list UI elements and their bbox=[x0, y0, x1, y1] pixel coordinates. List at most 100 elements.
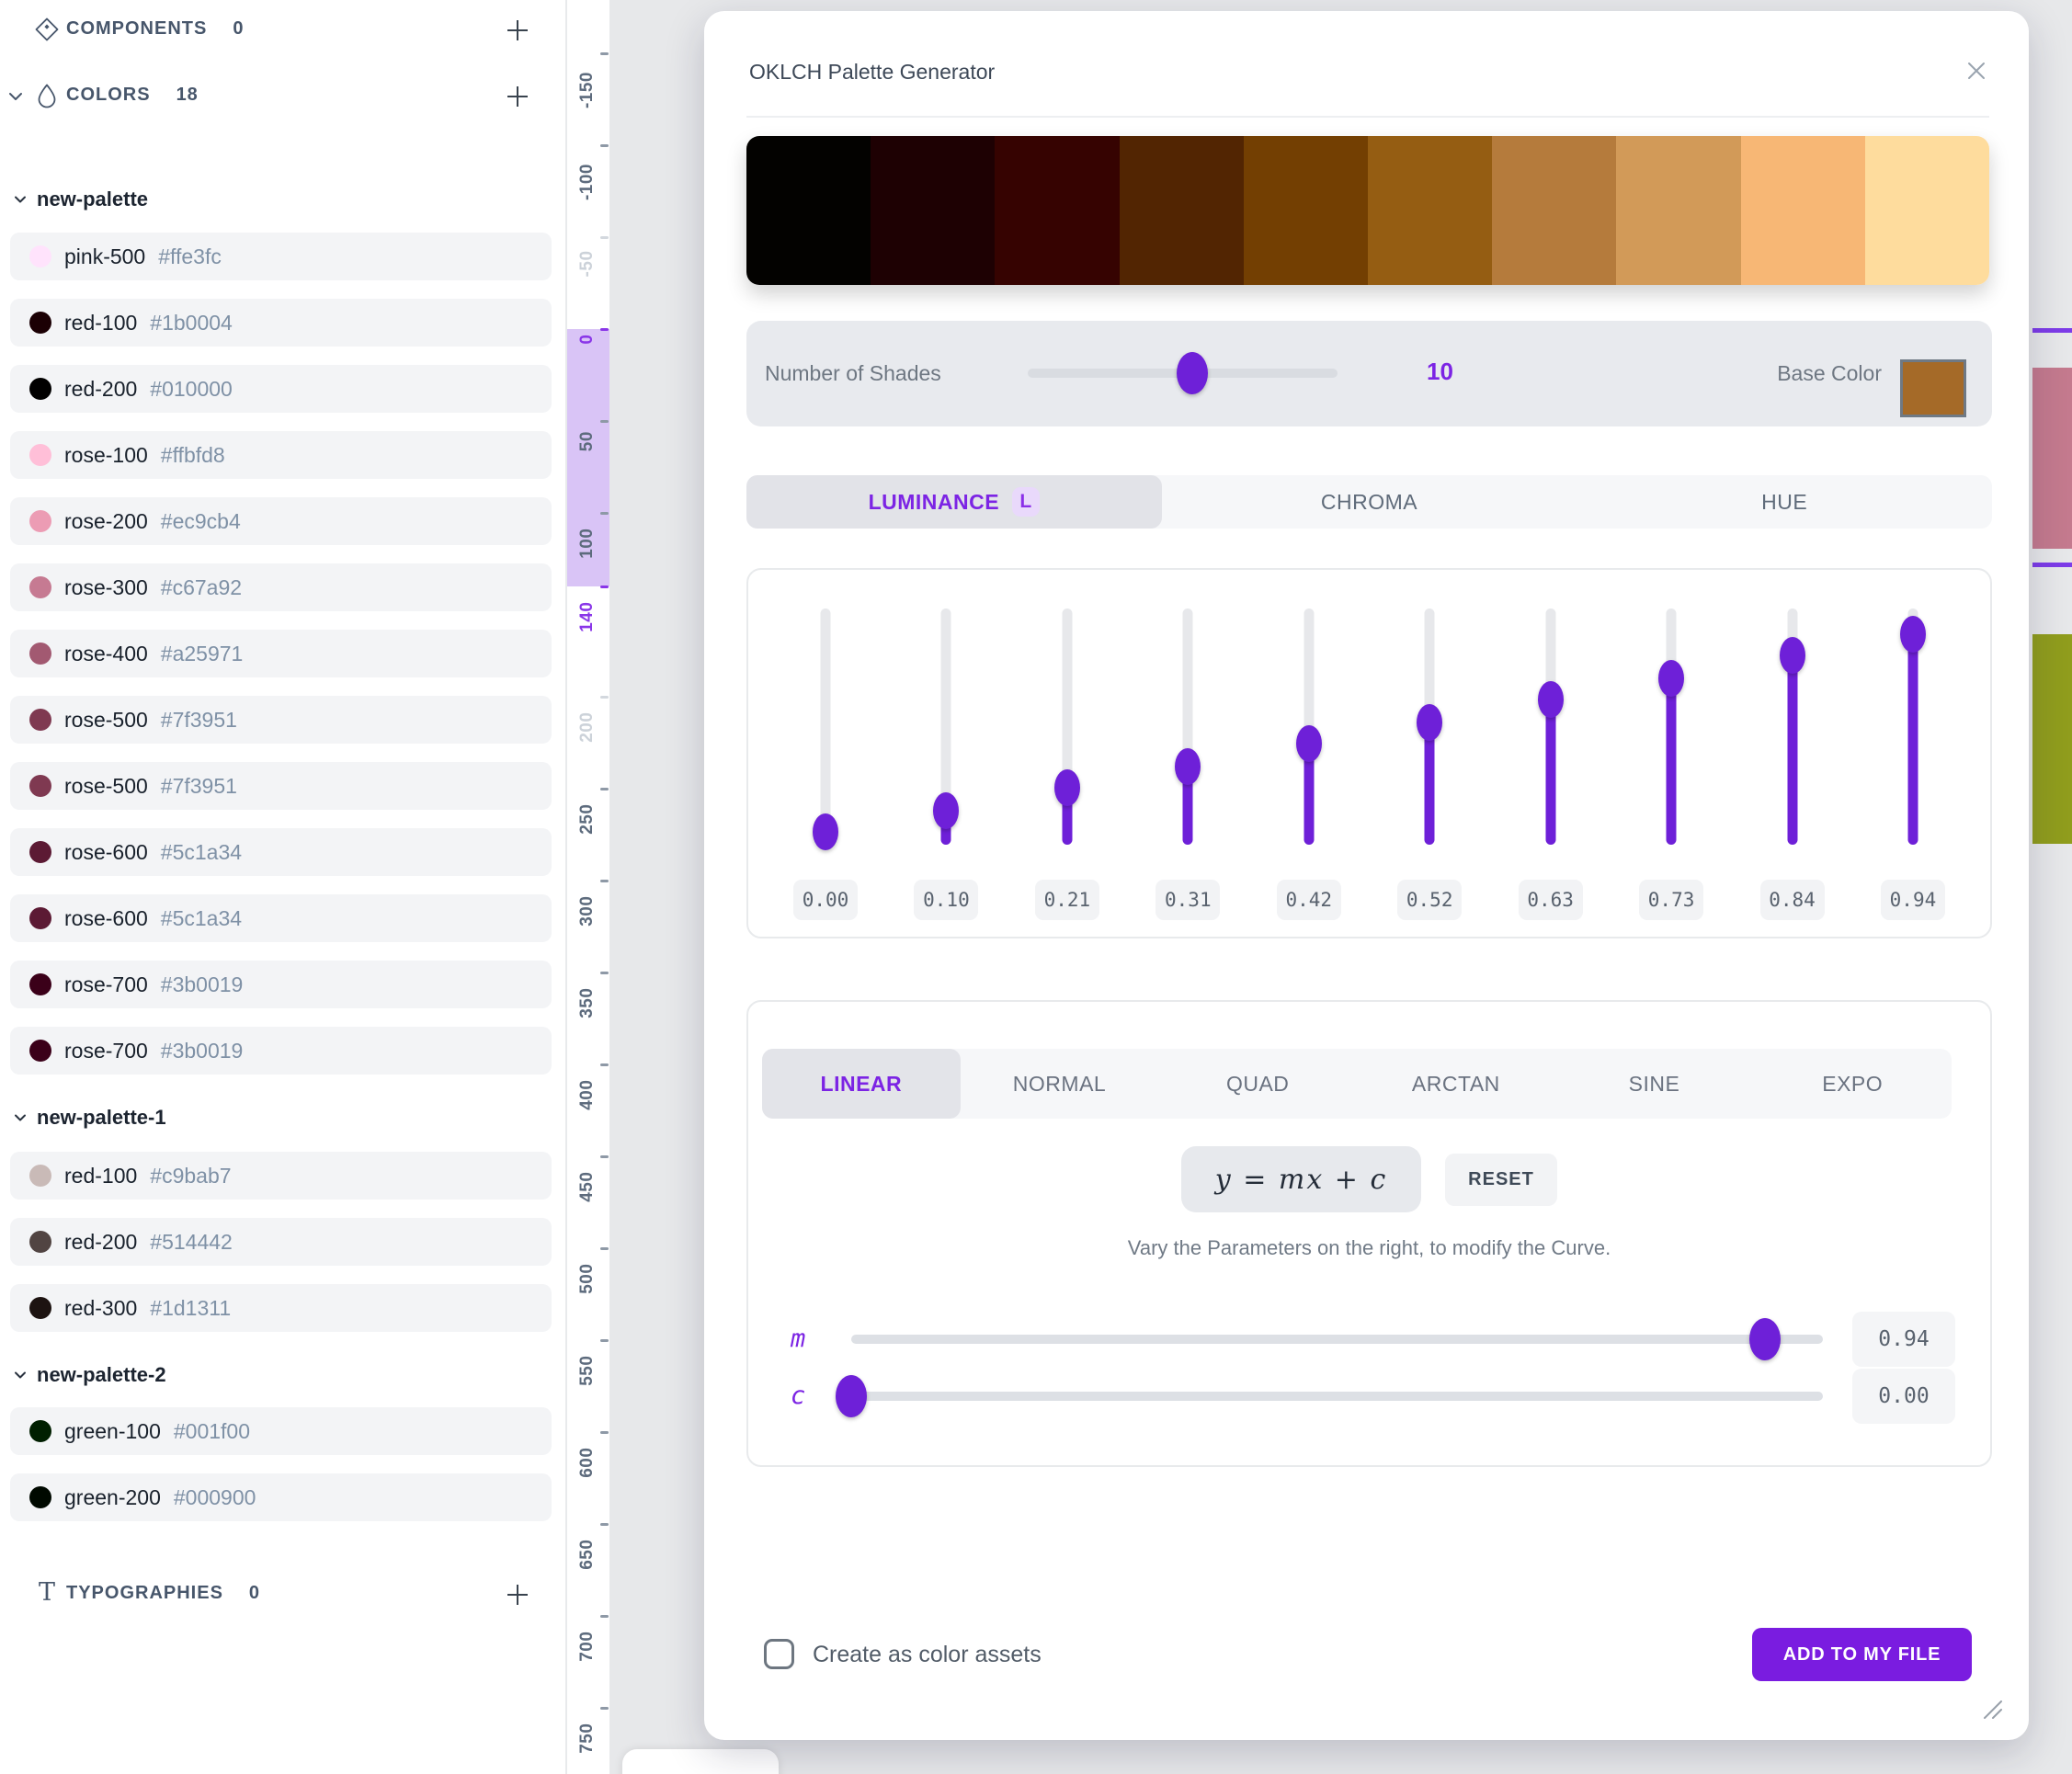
color-asset-row[interactable]: rose-200 #ec9cb4 bbox=[10, 497, 552, 545]
color-asset-row[interactable]: red-200 #010000 bbox=[10, 365, 552, 413]
canvas-shape-rose-rect[interactable] bbox=[2032, 368, 2072, 549]
canvas-bottom-tab[interactable] bbox=[622, 1749, 779, 1774]
color-name: rose-300 bbox=[64, 574, 148, 599]
channel-tab-chroma[interactable]: CHROMA bbox=[1162, 475, 1577, 529]
components-section-header[interactable]: COMPONENTS 0 bbox=[0, 9, 565, 50]
shade-slider-track[interactable] bbox=[1182, 608, 1193, 845]
palette-swatch[interactable] bbox=[1368, 136, 1493, 285]
curve-tab-quad[interactable]: QUAD bbox=[1225, 1071, 1290, 1096]
shade-slider-track[interactable] bbox=[940, 608, 951, 845]
param-slider-thumb[interactable] bbox=[836, 1375, 867, 1417]
color-asset-row[interactable]: red-300 #1d1311 bbox=[10, 1284, 552, 1332]
color-asset-row[interactable]: rose-600 #5c1a34 bbox=[10, 828, 552, 876]
canvas-shape-olive-rect[interactable] bbox=[2032, 634, 2072, 844]
shade-slider-thumb[interactable] bbox=[1779, 636, 1805, 674]
close-button[interactable] bbox=[1963, 57, 1990, 85]
shade-slider-thumb[interactable] bbox=[1053, 768, 1080, 806]
ruler-label: 140 bbox=[577, 601, 597, 632]
color-asset-row[interactable]: rose-100 #ffbfd8 bbox=[10, 431, 552, 479]
palette-swatch[interactable] bbox=[1243, 136, 1369, 285]
shade-slider-thumb[interactable] bbox=[1658, 660, 1685, 698]
shade-slider-thumb[interactable] bbox=[1537, 680, 1564, 718]
color-asset-row[interactable]: rose-700 #3b0019 bbox=[10, 1027, 552, 1075]
shade-slider-fill bbox=[1787, 654, 1798, 845]
shade-slider-column: 0.84 bbox=[1756, 570, 1829, 937]
color-asset-row[interactable]: pink-500 #ffe3fc bbox=[10, 233, 552, 280]
shades-slider-thumb[interactable] bbox=[1176, 352, 1208, 394]
color-asset-row[interactable]: red-100 #c9bab7 bbox=[10, 1152, 552, 1200]
ruler-label: 300 bbox=[577, 895, 597, 927]
color-hex: #ec9cb4 bbox=[160, 508, 241, 533]
typographies-section-header[interactable]: T TYPOGRAPHIES 0 bbox=[0, 1574, 565, 1614]
palette-swatch[interactable] bbox=[1492, 136, 1617, 285]
group-chevron-icon bbox=[15, 1371, 26, 1379]
curve-tab-expo[interactable]: EXPO bbox=[1822, 1071, 1884, 1096]
base-color-swatch[interactable] bbox=[1900, 359, 1966, 417]
curve-tab-sine[interactable]: SINE bbox=[1628, 1071, 1680, 1096]
add-typography-button[interactable] bbox=[503, 1580, 532, 1609]
vertical-ruler[interactable]: -150 -100 -50 0 50 100 140 200 250 300 350 400 450 50… bbox=[567, 0, 609, 1774]
color-asset-row[interactable]: rose-600 #5c1a34 bbox=[10, 894, 552, 942]
curve-tab-normal[interactable]: NORMAL bbox=[1012, 1071, 1107, 1096]
color-swatch bbox=[29, 245, 51, 267]
color-asset-row[interactable]: red-200 #514442 bbox=[10, 1218, 552, 1266]
channel-tab-luminance[interactable]: LUMINANCE L bbox=[746, 475, 1162, 529]
color-group-header[interactable]: new-palette bbox=[13, 185, 148, 214]
color-swatch bbox=[29, 1040, 51, 1062]
curve-tab-linear[interactable]: LINEAR bbox=[762, 1049, 961, 1119]
ruler-label: 450 bbox=[577, 1171, 597, 1202]
ruler-tick bbox=[600, 420, 609, 423]
color-group-header[interactable]: new-palette-1 bbox=[13, 1103, 166, 1132]
color-asset-row[interactable]: green-200 #000900 bbox=[10, 1473, 552, 1521]
color-asset-row[interactable]: red-100 #1b0004 bbox=[10, 299, 552, 347]
color-asset-row[interactable]: green-100 #001f00 bbox=[10, 1407, 552, 1455]
palette-swatch[interactable] bbox=[1864, 136, 1989, 285]
colors-icon bbox=[33, 82, 61, 109]
color-asset-row[interactable]: rose-400 #a25971 bbox=[10, 630, 552, 677]
canvas-shape-guide-line[interactable] bbox=[2032, 328, 2072, 333]
color-swatch bbox=[29, 1231, 51, 1253]
palette-swatch[interactable] bbox=[1119, 136, 1244, 285]
color-hex: #ffe3fc bbox=[158, 244, 222, 268]
shade-slider-thumb[interactable] bbox=[933, 792, 960, 830]
shade-slider-thumb[interactable] bbox=[1295, 724, 1322, 762]
add-to-file-button[interactable]: ADD TO MY FILE bbox=[1752, 1628, 1972, 1681]
canvas-shape-guide-line[interactable] bbox=[2032, 563, 2072, 567]
colors-section-header[interactable]: COLORS 18 bbox=[0, 75, 565, 116]
shades-value: 10 bbox=[1427, 358, 1453, 385]
color-asset-row[interactable]: rose-500 #7f3951 bbox=[10, 762, 552, 810]
color-swatch bbox=[29, 775, 51, 797]
shade-slider-thumb[interactable] bbox=[1417, 704, 1443, 742]
shade-slider-track[interactable] bbox=[820, 608, 831, 845]
param-slider-thumb[interactable] bbox=[1748, 1318, 1781, 1360]
resize-handle[interactable] bbox=[1977, 1694, 2005, 1722]
shade-slider-track[interactable] bbox=[1062, 608, 1073, 845]
shades-panel: Number of Shades 10 Base Color bbox=[746, 321, 1992, 426]
color-group-header[interactable]: new-palette-2 bbox=[13, 1360, 166, 1390]
channel-tab-hue[interactable]: HUE bbox=[1577, 475, 1992, 529]
curve-panel: LINEAR NORMAL QUAD ARCTAN SINE EXPO y = mx + … bbox=[746, 1000, 1992, 1467]
shade-slider-thumb[interactable] bbox=[813, 813, 838, 850]
palette-swatch[interactable] bbox=[1740, 136, 1865, 285]
curve-hint: Vary the Parameters on the right, to mod… bbox=[1127, 1236, 1611, 1259]
create-assets-checkbox[interactable] bbox=[764, 1639, 794, 1669]
palette-swatch[interactable] bbox=[995, 136, 1120, 285]
color-asset-row[interactable]: rose-500 #7f3951 bbox=[10, 696, 552, 744]
color-asset-row[interactable]: rose-700 #3b0019 bbox=[10, 961, 552, 1008]
modal-title: OKLCH Palette Generator bbox=[749, 60, 996, 84]
param-slider-track[interactable] bbox=[851, 1392, 1823, 1401]
palette-swatch[interactable] bbox=[746, 136, 871, 285]
color-asset-row[interactable]: rose-300 #c67a92 bbox=[10, 563, 552, 611]
add-component-button[interactable] bbox=[503, 16, 532, 45]
shade-slider-value: 0.21 bbox=[1034, 880, 1099, 920]
palette-swatch[interactable] bbox=[1616, 136, 1741, 285]
shade-slider-thumb[interactable] bbox=[1175, 748, 1201, 786]
chevron-down-icon[interactable] bbox=[7, 88, 24, 105]
param-slider-track[interactable] bbox=[851, 1335, 1823, 1344]
curve-tab-arctan[interactable]: ARCTAN bbox=[1411, 1071, 1500, 1096]
palette-swatch[interactable] bbox=[871, 136, 996, 285]
shade-slider-thumb[interactable] bbox=[1899, 616, 1926, 654]
add-color-button[interactable] bbox=[503, 82, 532, 111]
reset-button[interactable]: RESET bbox=[1445, 1153, 1557, 1206]
